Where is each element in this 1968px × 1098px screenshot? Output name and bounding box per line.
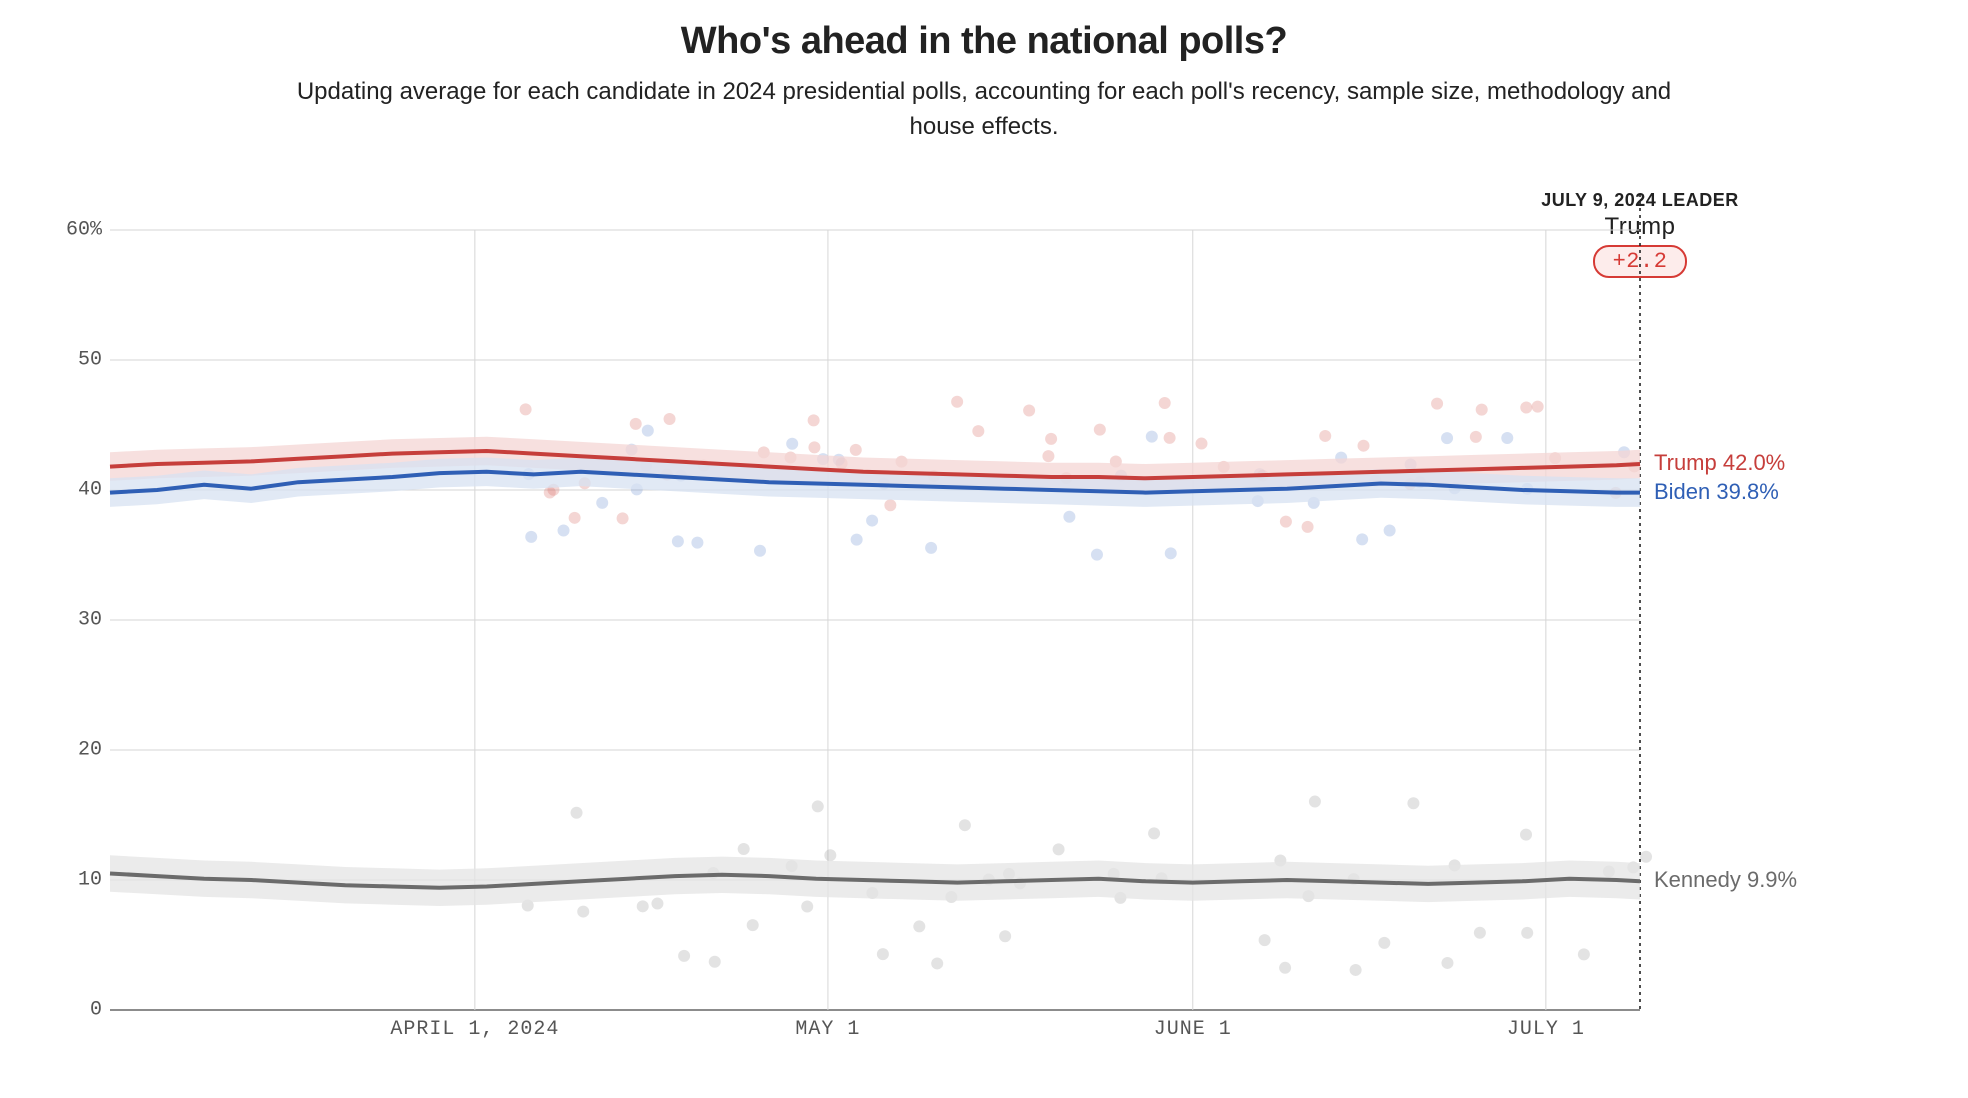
poll-dot bbox=[913, 920, 925, 932]
poll-dot bbox=[786, 438, 798, 450]
poll-dot bbox=[1578, 948, 1590, 960]
poll-dot bbox=[672, 535, 684, 547]
chart-title: Who's ahead in the national polls? bbox=[0, 20, 1968, 63]
poll-dot bbox=[931, 957, 943, 969]
x-tick-label: JUNE 1 bbox=[1154, 1018, 1232, 1041]
poll-dot bbox=[824, 849, 836, 861]
y-tick-label: 20 bbox=[78, 739, 102, 762]
poll-dot bbox=[747, 919, 759, 931]
poll-dot bbox=[1280, 516, 1292, 528]
poll-dot bbox=[1195, 438, 1207, 450]
poll-dot bbox=[1470, 431, 1482, 443]
poll-dot bbox=[569, 512, 581, 524]
poll-dot bbox=[1091, 549, 1103, 561]
poll-dot bbox=[1431, 398, 1443, 410]
poll-dot bbox=[812, 800, 824, 812]
poll-dot bbox=[951, 396, 963, 408]
poll-dot bbox=[642, 425, 654, 437]
poll-dot bbox=[1309, 796, 1321, 808]
poll-dot bbox=[1053, 843, 1065, 855]
chart-subtitle: Updating average for each candidate in 2… bbox=[284, 75, 1684, 145]
poll-dot bbox=[637, 900, 649, 912]
poll-dot bbox=[1640, 851, 1652, 863]
series-end-label: Kennedy 9.9% bbox=[1654, 867, 1797, 893]
poll-dot bbox=[1378, 937, 1390, 949]
poll-dot bbox=[571, 807, 583, 819]
poll-dot bbox=[1441, 432, 1453, 444]
poll-dot bbox=[754, 545, 766, 557]
poll-dot bbox=[1521, 927, 1533, 939]
y-tick-label: 0 bbox=[90, 999, 102, 1022]
poll-dot bbox=[1441, 957, 1453, 969]
line-chart: 0102030405060%APRIL 1, 2024MAY 1JUNE 1JU… bbox=[110, 230, 1640, 1010]
poll-dot bbox=[1476, 404, 1488, 416]
poll-dot bbox=[1279, 962, 1291, 974]
y-tick-label: 10 bbox=[78, 869, 102, 892]
poll-dot bbox=[630, 418, 642, 430]
poll-dot bbox=[808, 414, 820, 426]
poll-dot bbox=[999, 930, 1011, 942]
y-tick-label: 50 bbox=[78, 349, 102, 372]
poll-dot bbox=[884, 499, 896, 511]
poll-dot bbox=[596, 497, 608, 509]
poll-dot bbox=[1474, 927, 1486, 939]
poll-dot bbox=[1350, 964, 1362, 976]
chart-container: Who's ahead in the national polls? Updat… bbox=[0, 0, 1968, 1098]
y-tick-label: 30 bbox=[78, 609, 102, 632]
poll-dot bbox=[1063, 511, 1075, 523]
poll-dot bbox=[1384, 524, 1396, 536]
poll-dot bbox=[808, 441, 820, 453]
poll-dot bbox=[1042, 450, 1054, 462]
poll-dot bbox=[1045, 433, 1057, 445]
chart-svg bbox=[110, 230, 1640, 1010]
poll-dot bbox=[1501, 432, 1513, 444]
poll-dot bbox=[1164, 432, 1176, 444]
poll-dot bbox=[877, 948, 889, 960]
poll-dot bbox=[1023, 404, 1035, 416]
x-tick-label: MAY 1 bbox=[795, 1018, 860, 1041]
series-end-label: Trump 42.0% bbox=[1654, 450, 1785, 476]
poll-dot bbox=[1407, 797, 1419, 809]
poll-dot bbox=[577, 906, 589, 918]
poll-dot bbox=[1094, 424, 1106, 436]
poll-dot bbox=[709, 956, 721, 968]
poll-dot bbox=[1165, 547, 1177, 559]
poll-dot bbox=[1302, 521, 1314, 533]
poll-dot bbox=[801, 900, 813, 912]
poll-dot bbox=[1356, 533, 1368, 545]
x-tick-label: APRIL 1, 2024 bbox=[390, 1018, 559, 1041]
poll-dot bbox=[651, 898, 663, 910]
y-tick-label: 40 bbox=[78, 479, 102, 502]
poll-dot bbox=[850, 444, 862, 456]
poll-dot bbox=[959, 819, 971, 831]
poll-dot bbox=[1159, 397, 1171, 409]
poll-dot bbox=[1358, 440, 1370, 452]
poll-dot bbox=[1146, 431, 1158, 443]
x-tick-label: JULY 1 bbox=[1507, 1018, 1585, 1041]
poll-dot bbox=[866, 515, 878, 527]
poll-dot bbox=[1259, 934, 1271, 946]
poll-dot bbox=[1520, 402, 1532, 414]
poll-dot bbox=[525, 531, 537, 543]
poll-dot bbox=[1532, 401, 1544, 413]
poll-dot bbox=[1148, 827, 1160, 839]
poll-dot bbox=[738, 843, 750, 855]
poll-dot bbox=[520, 403, 532, 415]
y-tick-label: 60% bbox=[66, 219, 102, 242]
poll-dot bbox=[617, 512, 629, 524]
poll-dot bbox=[678, 950, 690, 962]
poll-dot bbox=[558, 524, 570, 536]
poll-dot bbox=[851, 534, 863, 546]
poll-dot bbox=[1520, 829, 1532, 841]
poll-dot bbox=[664, 413, 676, 425]
poll-dot bbox=[925, 542, 937, 554]
poll-dot bbox=[1319, 430, 1331, 442]
leader-date: JULY 9, 2024 LEADER bbox=[1530, 190, 1750, 211]
series-end-label: Biden 39.8% bbox=[1654, 479, 1779, 505]
poll-dot bbox=[972, 425, 984, 437]
poll-dot bbox=[691, 537, 703, 549]
